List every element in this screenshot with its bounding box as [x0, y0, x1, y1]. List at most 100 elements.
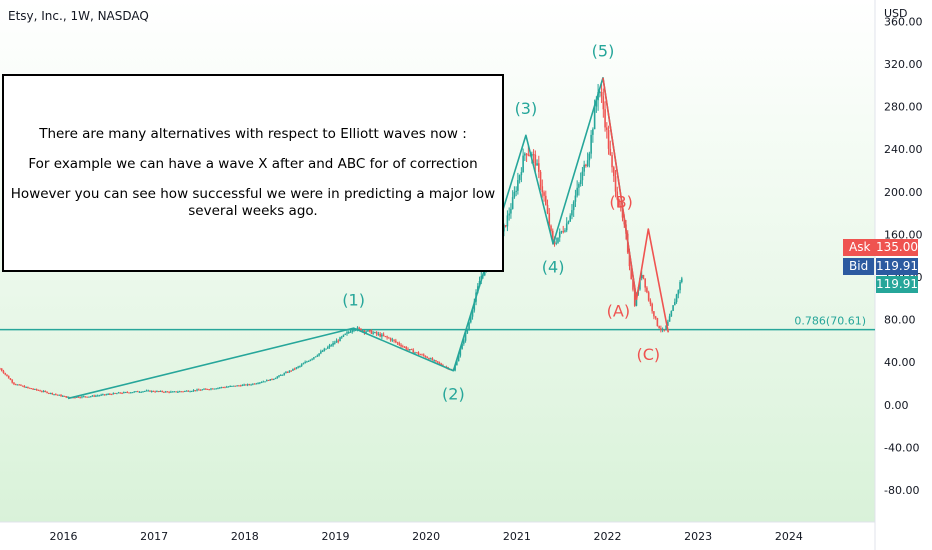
candle-body [67, 396, 69, 398]
candle-body [647, 292, 650, 301]
candle-body [28, 387, 31, 389]
candle-body [454, 365, 456, 371]
candle-body [77, 396, 80, 398]
price-axis[interactable]: 360.00320.00280.00240.00200.00160.00120.… [884, 15, 923, 497]
candle-body [276, 376, 279, 379]
candle-body [213, 388, 216, 390]
candle-body [457, 355, 460, 362]
candle-body [654, 316, 657, 319]
candle-body [339, 337, 341, 342]
candle-body [260, 382, 263, 384]
candle-body [150, 390, 153, 392]
candle-body [543, 192, 545, 196]
candle-body [375, 332, 378, 335]
candle-body [250, 384, 252, 386]
candle-body [588, 153, 591, 161]
candle-body [297, 366, 299, 368]
candle-body [140, 391, 143, 393]
candle-body [456, 361, 458, 366]
candle-body [379, 333, 381, 337]
candle-body [544, 195, 547, 205]
wave-label: (2) [442, 384, 465, 403]
candle-body [436, 361, 439, 363]
candle-body [0, 368, 3, 371]
candle-body [340, 336, 343, 338]
candle-body [527, 154, 530, 156]
candle-body [611, 155, 613, 168]
bid-price-tag: 119.91 [876, 258, 918, 275]
candle-body [368, 330, 371, 332]
candle-body [536, 163, 538, 166]
candle-body [660, 328, 662, 330]
candle-body [642, 274, 645, 279]
candle-body [236, 385, 238, 387]
candle-body [290, 370, 293, 372]
candle-body [590, 134, 592, 154]
candle-body [400, 344, 402, 347]
candle-body [471, 310, 474, 317]
candle-body [54, 394, 57, 396]
candle-body [395, 340, 397, 343]
y-tick-label: -40.00 [884, 441, 919, 454]
candle-body [53, 394, 55, 396]
candle-body [388, 337, 390, 339]
candle-body [116, 393, 118, 395]
candle-body [513, 191, 516, 198]
candle-body [243, 384, 245, 386]
candle-body [459, 349, 462, 356]
annotation-box[interactable]: There are many alternatives with respect… [2, 74, 504, 272]
time-axis[interactable]: 2016 2017 2018 2019 2020 2021 2022 2023 2024 [49, 530, 802, 543]
candle-body [606, 127, 608, 130]
candle-body [351, 330, 354, 332]
candle-body [358, 327, 361, 329]
candle-body [110, 394, 113, 396]
ask-price-tag: 135.00 [876, 239, 918, 256]
candle-body [656, 318, 659, 327]
candle-body [177, 391, 179, 393]
candle-body [262, 381, 265, 383]
candle-body [293, 368, 296, 370]
candle-body [215, 388, 218, 390]
candle-body [349, 331, 352, 333]
candle-body [229, 386, 231, 388]
candle-body [433, 360, 435, 362]
candle-body [189, 391, 191, 393]
candle-body [389, 338, 392, 341]
candle-body [91, 395, 94, 397]
candle-body [171, 391, 174, 393]
candle-body [325, 348, 327, 350]
candle-body [302, 363, 305, 365]
candle-body [665, 325, 667, 331]
candle-body [123, 392, 125, 394]
candle-body [119, 392, 122, 394]
candle-body [269, 379, 272, 381]
candle-body [653, 311, 655, 317]
candle-body [320, 351, 322, 354]
candle-body [175, 391, 177, 393]
candle-body [225, 386, 228, 388]
candle-body [361, 330, 364, 332]
candle-body [328, 345, 331, 348]
candle-body [604, 109, 606, 128]
candle-body [426, 357, 429, 359]
candle-body [628, 252, 631, 267]
candle-body [126, 392, 129, 394]
fib-level-group: 0.786(70.61) [0, 315, 875, 331]
candle-body [271, 379, 273, 381]
candle-body [203, 388, 205, 390]
wave-label: (B) [609, 193, 632, 212]
candle-body [44, 391, 47, 393]
candle-body [534, 154, 537, 166]
candle-body [95, 395, 97, 397]
wave-lines-group [67, 76, 670, 400]
candle-body [307, 360, 310, 362]
candle-body [593, 106, 596, 130]
candle-body [154, 391, 156, 393]
candle-body [253, 383, 256, 385]
candle-body [248, 384, 251, 386]
candle-body [564, 230, 566, 232]
candle-body [316, 355, 319, 357]
candle-body [574, 195, 577, 202]
candle-body [614, 176, 617, 192]
